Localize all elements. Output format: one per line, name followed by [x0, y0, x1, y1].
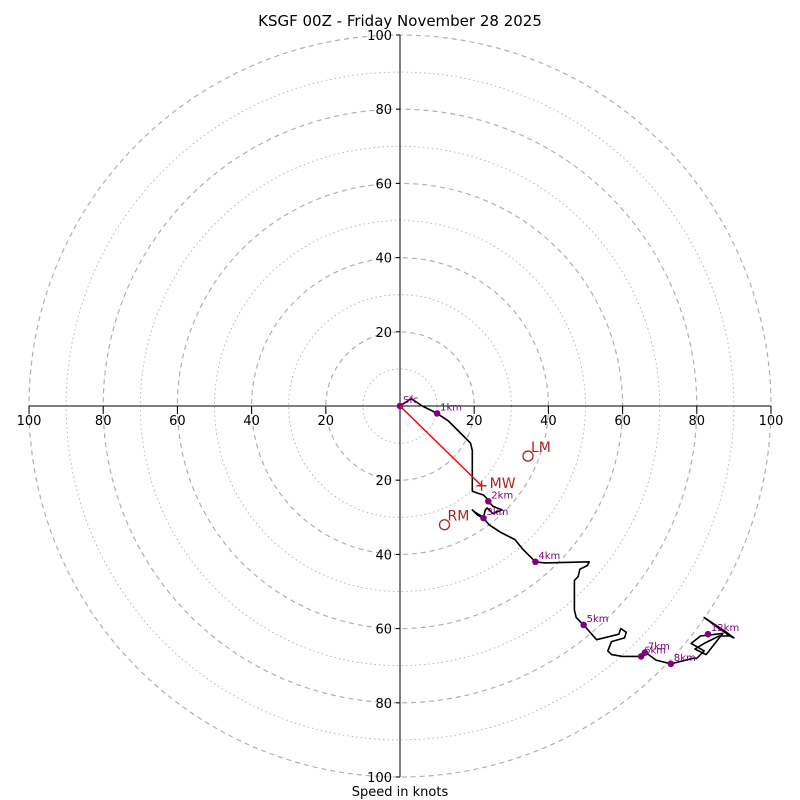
y-tick-label: 60 [375, 623, 392, 638]
height-marker-label: 6km [644, 645, 666, 656]
x-tick-label: 40 [243, 414, 260, 429]
y-tick-label: 100 [367, 771, 392, 786]
y-tick-label: 20 [375, 474, 392, 489]
x-tick-label: 60 [169, 414, 186, 429]
height-marker-label: 8km [674, 653, 696, 664]
mean-wind-line [399, 405, 483, 487]
height-marker-dot [704, 630, 712, 638]
height-marker-label: 12km [711, 623, 739, 634]
height-marker-label: Sfc [403, 395, 418, 406]
tick-labels: 100 100 100 100 80 80 80 80 60 60 60 60 40 40 40 40 20 20… [17, 29, 784, 786]
mean-wind-label: MW [490, 476, 516, 492]
y-tick-label: 40 [375, 252, 392, 267]
height-marker-dot [484, 498, 492, 505]
y-tick-label: 60 [375, 177, 392, 192]
height-marker-dot [641, 649, 649, 657]
x-tick-label: 100 [759, 414, 784, 429]
wind-trace-line [399, 397, 735, 665]
height-marker-label: 2km [491, 490, 513, 501]
y-tick-label: 80 [375, 103, 392, 118]
x-tick-label: 100 [17, 414, 42, 429]
x-tick-label: 80 [95, 414, 112, 429]
height-marker-label: 7km [648, 642, 670, 653]
x-axis-label: Speed in knots [352, 785, 449, 800]
height-marker-label: 4km [538, 551, 560, 562]
storm-motion-layer: LM RM MW [399, 405, 551, 531]
height-marker-label: 5km [587, 614, 609, 625]
storm-motion-label: RM [448, 509, 470, 525]
x-tick-label: 20 [318, 414, 335, 429]
x-tick-label: 80 [689, 414, 706, 429]
y-tick-label: 40 [375, 548, 392, 563]
x-tick-label: 20 [466, 414, 483, 429]
height-marker-dot [433, 410, 441, 417]
height-marker-dot [580, 621, 587, 629]
y-tick-label: 100 [367, 29, 392, 44]
storm-motion-label: LM [531, 440, 551, 456]
height-marker-label: 1km [440, 402, 462, 413]
height-marker-dot [532, 558, 539, 566]
storm-motion-marker [438, 519, 451, 531]
height-marker-dot [480, 514, 487, 522]
height-marker-label: 3km [486, 507, 508, 518]
height-marker-dot [667, 660, 675, 668]
x-tick-label: 40 [540, 414, 557, 429]
storm-motion-marker [522, 450, 534, 462]
y-tick-label: 80 [375, 697, 392, 712]
wind-trace-layer [399, 397, 735, 665]
x-tick-label: 60 [614, 414, 631, 429]
y-tick-label: 20 [375, 326, 392, 341]
chart-title: KSGF 00Z - Friday November 28 2025 [258, 12, 542, 30]
